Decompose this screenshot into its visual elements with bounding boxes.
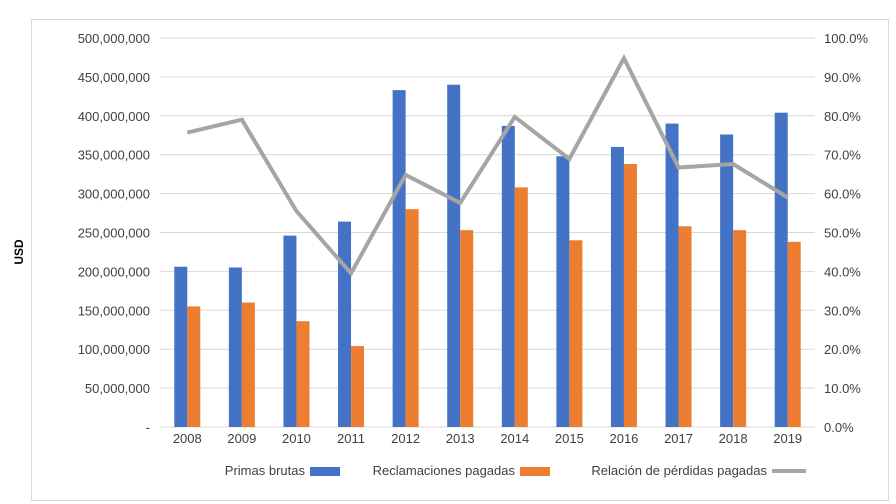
y-right-tick-label: 100.0%: [824, 31, 869, 46]
x-tick-label: 2008: [173, 431, 202, 446]
bar: [283, 235, 297, 427]
y-left-tick-label: 200,000,000: [78, 264, 150, 279]
bar: [228, 267, 242, 427]
y-right-tick-label: 70.0%: [824, 148, 861, 163]
y-left-tick-label: 400,000,000: [78, 109, 150, 124]
x-tick-label: 2016: [609, 431, 638, 446]
y-left-tick-label: 150,000,000: [78, 303, 150, 318]
y-left-tick-label: 300,000,000: [78, 187, 150, 202]
y-right-tick-label: 0.0%: [824, 420, 854, 435]
y-right-tick-label: 40.0%: [824, 264, 861, 279]
y-right-tick-label: 90.0%: [824, 70, 861, 85]
y-left-tick-label: 500,000,000: [78, 31, 150, 46]
legend-swatch: [520, 467, 550, 476]
bar: [556, 156, 570, 428]
bar: [733, 230, 747, 427]
x-tick-label: 2019: [773, 431, 802, 446]
bar: [460, 230, 474, 427]
chart-frame: [31, 19, 889, 501]
y-left-tick-label: 350,000,000: [78, 148, 150, 163]
legend-label: Reclamaciones pagadas: [373, 463, 516, 478]
y-right-tick-label: 50.0%: [824, 226, 861, 241]
bar: [296, 321, 310, 427]
y-left-tick-label: 50,000,000: [85, 381, 150, 396]
x-tick-label: 2013: [446, 431, 475, 446]
legend-swatch: [310, 467, 340, 476]
y-right-tick-label: 20.0%: [824, 342, 861, 357]
bar: [774, 112, 788, 428]
x-tick-label: 2018: [719, 431, 748, 446]
y-left-tick-label: 250,000,000: [78, 226, 150, 241]
bar: [514, 187, 528, 427]
bar: [678, 226, 692, 427]
legend-label: Primas brutas: [225, 463, 306, 478]
y-left-tick-label: 100,000,000: [78, 342, 150, 357]
bar: [187, 306, 201, 427]
line-series: [186, 53, 789, 277]
bar: [447, 84, 461, 428]
y-right-tick-label: 30.0%: [824, 303, 861, 318]
y-right-tick-label: 60.0%: [824, 187, 861, 202]
y-left-tick-label: 450,000,000: [78, 70, 150, 85]
bar: [351, 346, 365, 427]
x-tick-label: 2014: [500, 431, 529, 446]
bar: [392, 90, 406, 427]
x-tick-label: 2015: [555, 431, 584, 446]
x-tick-label: 2017: [664, 431, 693, 446]
x-tick-label: 2011: [337, 431, 365, 446]
legend-label: Relación de pérdidas pagadas: [591, 463, 767, 478]
y-right-tick-label: 10.0%: [824, 381, 861, 396]
bar: [610, 146, 624, 428]
x-tick-label: 2009: [227, 431, 256, 446]
x-tick-label: 2010: [282, 431, 311, 446]
y-right-tick-label: 80.0%: [824, 109, 861, 124]
bar: [405, 209, 419, 427]
bar: [241, 302, 255, 427]
bar: [174, 266, 188, 427]
bar: [787, 241, 801, 427]
bar: [501, 125, 515, 427]
bar: [338, 221, 352, 427]
x-tick-label: 2012: [391, 431, 420, 446]
bar: [569, 240, 583, 427]
bar: [720, 134, 734, 428]
bar: [623, 164, 637, 427]
bar: [665, 123, 679, 427]
y-left-tick-label: -: [146, 420, 150, 435]
